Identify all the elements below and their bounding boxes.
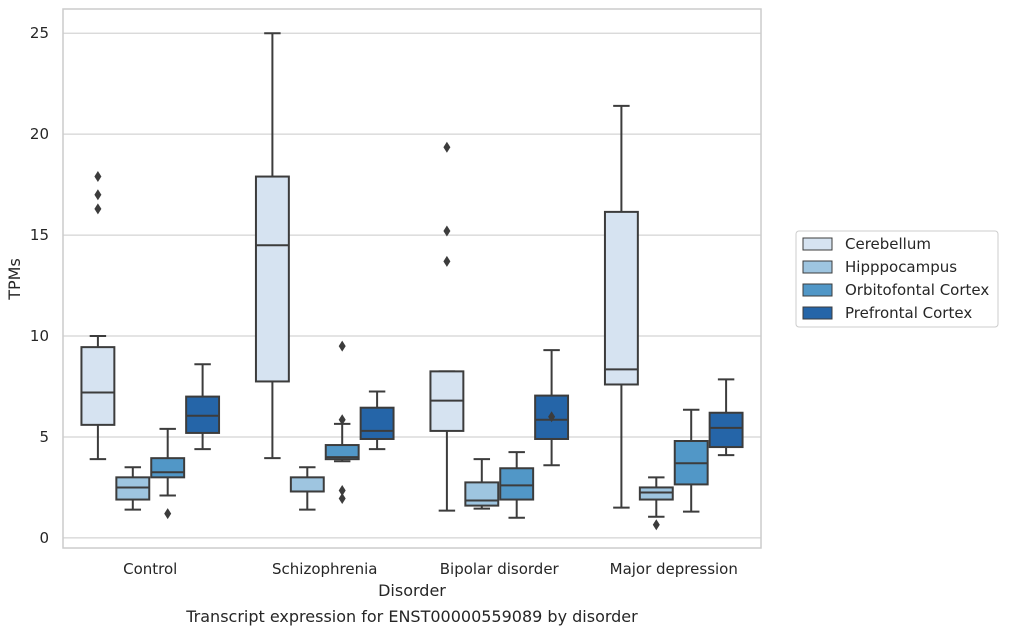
box-element	[708, 378, 744, 457]
box-groups	[80, 32, 744, 531]
box-iqr	[289, 476, 325, 493]
box-element	[359, 390, 395, 451]
category-group	[603, 104, 744, 531]
x-tick-labels: Control Schizophrenia Bipolar disorder Majo…	[123, 560, 738, 578]
box-element	[638, 476, 674, 531]
x-tick-label: Control	[123, 560, 177, 578]
box-element	[499, 451, 535, 519]
category-group	[80, 171, 221, 520]
outlier-point	[94, 203, 102, 215]
x-tick-label: Schizophrenia	[272, 560, 377, 578]
x-tick-label: Major depression	[610, 560, 738, 578]
box-element	[429, 141, 465, 512]
box-element	[534, 349, 570, 467]
legend-swatch	[802, 260, 833, 274]
box-iqr	[708, 411, 744, 449]
box-iqr	[359, 406, 395, 440]
box-iqr	[254, 175, 290, 383]
outlier-point	[443, 255, 451, 267]
outlier-point	[94, 189, 102, 201]
box-element	[673, 408, 709, 513]
y-tick-label: 15	[30, 226, 49, 244]
y-tick-labels: 0 5 10 15 20 25	[30, 24, 49, 547]
box-element	[80, 171, 116, 461]
box-iqr	[464, 481, 500, 507]
legend-label: Orbitofontal Cortex	[845, 281, 989, 299]
box-iqr	[115, 476, 151, 501]
box-iqr	[499, 467, 535, 501]
box-iqr	[150, 457, 186, 479]
outlier-point	[94, 171, 102, 183]
plot-frame	[62, 8, 762, 549]
y-tick-label: 25	[30, 24, 49, 42]
legend-label: Prefrontal Cortex	[845, 304, 972, 322]
legend-swatch	[802, 237, 833, 251]
legend-label: Cerebellum	[845, 235, 931, 253]
chart-caption: Transcript expression for ENST0000055908…	[185, 607, 638, 626]
x-tick-label: Bipolar disorder	[440, 560, 560, 578]
y-gridlines	[63, 32, 761, 539]
outlier-point	[338, 484, 346, 496]
outlier-point	[443, 141, 451, 153]
outlier-point	[548, 411, 556, 423]
outlier-point	[652, 519, 660, 531]
y-axis-label: TPMs	[5, 258, 24, 301]
outlier-point	[338, 414, 346, 426]
category-group	[429, 141, 570, 519]
y-tick-label: 20	[30, 125, 49, 143]
box-iqr	[185, 395, 221, 434]
box-iqr	[603, 210, 639, 386]
box-element	[603, 104, 639, 509]
box-element	[254, 32, 290, 460]
legend-swatch	[802, 283, 833, 297]
legend: Cerebellum Hipppocampus Orbitofontal Corte…	[795, 230, 999, 328]
box-iqr	[80, 346, 116, 426]
legend-label: Hipppocampus	[845, 258, 957, 276]
outlier-point	[164, 508, 172, 520]
box-iqr	[324, 444, 360, 461]
outlier-point	[443, 225, 451, 237]
box-element	[150, 427, 186, 520]
y-tick-label: 0	[39, 529, 49, 547]
y-tick-label: 10	[30, 327, 49, 345]
box-element	[115, 466, 151, 511]
box-element	[464, 458, 500, 510]
legend-frame	[795, 230, 999, 328]
y-tick-label: 5	[39, 428, 49, 446]
box-element	[289, 466, 325, 511]
box-element	[185, 363, 221, 451]
outlier-point	[338, 340, 346, 352]
box-iqr	[638, 486, 674, 501]
x-axis-label: Disorder	[378, 581, 446, 600]
legend-swatch	[802, 306, 833, 320]
box-element	[324, 340, 360, 505]
category-group	[254, 32, 395, 511]
outlier-point	[338, 493, 346, 505]
